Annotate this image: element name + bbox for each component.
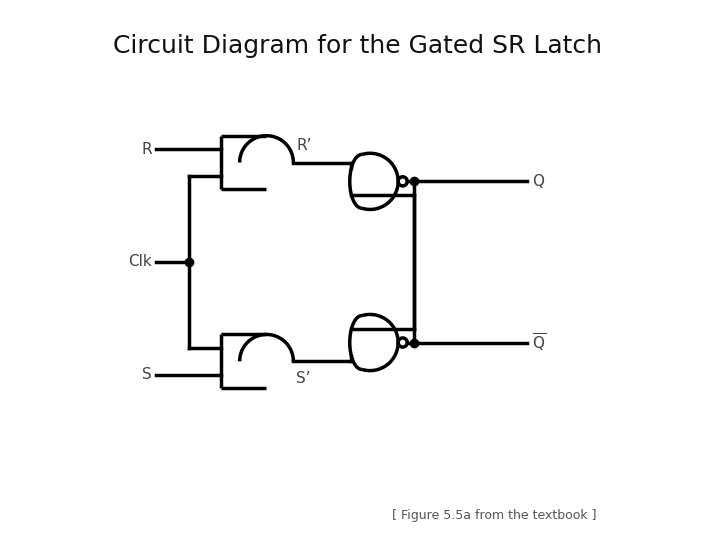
Text: Clk: Clk — [128, 254, 152, 269]
Text: S: S — [143, 367, 152, 382]
Text: Circuit Diagram for the Gated SR Latch: Circuit Diagram for the Gated SR Latch — [113, 33, 603, 58]
Text: R: R — [141, 141, 152, 157]
Text: R’: R’ — [296, 138, 312, 153]
Text: S’: S’ — [296, 371, 310, 386]
Text: Q: Q — [532, 174, 544, 189]
Text: [ Figure 5.5a from the textbook ]: [ Figure 5.5a from the textbook ] — [392, 510, 597, 523]
Text: $\overline{\mathrm{Q}}$: $\overline{\mathrm{Q}}$ — [532, 332, 546, 354]
